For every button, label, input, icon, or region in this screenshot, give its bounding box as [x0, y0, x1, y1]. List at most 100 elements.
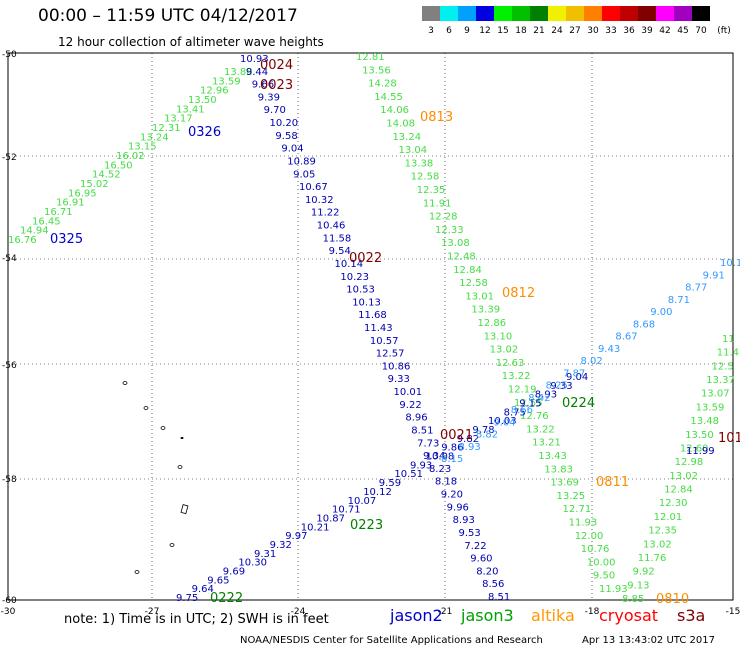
wave-height-value: 13.43 — [538, 451, 567, 462]
legend-swatch-label: 21 — [533, 26, 545, 36]
wave-height-value: 12.84 — [453, 265, 482, 276]
wave-height-value: 10.00 — [587, 557, 616, 568]
legend-swatch — [602, 6, 620, 21]
wave-height-value: 12.01 — [654, 512, 683, 523]
wave-height-value: 10.87 — [316, 513, 345, 524]
time-label: 0812 — [502, 286, 535, 301]
longitude-tick: -27 — [145, 607, 160, 617]
island — [160, 426, 166, 430]
wave-height-value: 9.05 — [293, 169, 315, 180]
wave-height-value: 9.33 — [388, 374, 410, 385]
wave-height-value: 9.15 — [519, 399, 541, 410]
wave-height-value: 10.01 — [394, 387, 423, 398]
time-label: 0326 — [188, 125, 221, 140]
wave-height-value: 13.24 — [392, 132, 421, 143]
latitude-tick: -58 — [2, 475, 17, 485]
wave-height-value: 16.50 — [104, 160, 133, 171]
legend-swatch-label: 27 — [569, 26, 581, 36]
legend-jason3: jason3 — [461, 606, 514, 625]
wave-height-value: 9.78 — [472, 425, 494, 436]
wave-height-value: 9.70 — [264, 105, 286, 116]
wave-height-value: 11.43 — [364, 323, 393, 334]
wave-height-value: 8.67 — [615, 332, 637, 343]
legend-swatch — [692, 6, 710, 21]
legend-swatch — [476, 6, 494, 21]
legend-swatch — [584, 6, 602, 21]
wave-height-value: 15.02 — [80, 179, 109, 190]
wave-height-value: 12.63 — [496, 358, 525, 369]
wave-height-value: 9.31 — [254, 549, 276, 560]
time-label: 0224 — [562, 396, 595, 411]
wave-height-value: 11.93 — [569, 518, 598, 529]
wave-height-value: 9.59 — [379, 478, 401, 489]
legend-swatch — [512, 6, 530, 21]
wave-height-value: 9.04 — [493, 417, 515, 428]
legend-swatch — [656, 6, 674, 21]
wave-height-value: 8.56 — [482, 579, 504, 590]
wave-height-value: 8.68 — [633, 319, 655, 330]
wave-height-value: 11.91 — [423, 198, 452, 209]
wave-height-value: 8.75 — [504, 407, 526, 418]
wave-height-value: 9.86 — [441, 443, 463, 454]
wave-height-value: 12.86 — [478, 318, 507, 329]
wave-height-value: 10.21 — [301, 522, 330, 533]
wave-height-value: 12.31 — [152, 123, 181, 134]
credit: NOAA/NESDIS Center for Satellite Applica… — [240, 635, 543, 646]
longitude-tick: -30 — [1, 607, 16, 617]
wave-height-value: 16.02 — [116, 151, 145, 162]
wave-height-value: 8.23 — [429, 464, 451, 475]
latitude-tick: -52 — [2, 153, 17, 163]
wave-height-value: 13.39 — [471, 305, 500, 316]
wave-height-value: 12.30 — [659, 498, 688, 509]
legend-swatch — [620, 6, 638, 21]
wave-height-value: 7.87 — [563, 368, 585, 379]
wave-height-value: 9.53 — [458, 528, 480, 539]
wave-height-value: 13.56 — [362, 65, 391, 76]
wave-height-value: 9.43 — [598, 344, 620, 355]
wave-height-value: 9.00 — [650, 307, 672, 318]
title: 00:00 – 11:59 UTC 04/12/2017 — [38, 6, 298, 26]
wave-height-value: 10.14 — [334, 259, 363, 270]
wave-height-value: 13.37 — [706, 375, 735, 386]
island — [134, 570, 140, 574]
wave-height-value: 10.71 — [332, 505, 361, 516]
wave-height-value: 12.71 — [563, 504, 592, 515]
wave-height-value: 8.93 — [535, 390, 557, 401]
wave-height-value: 12.19 — [508, 385, 537, 396]
wave-height-value: 13.38 — [405, 158, 434, 169]
wave-height-value: 9.69 — [223, 566, 245, 577]
wave-height-value: 10.08 — [426, 452, 455, 463]
wave-height-value: 10.89 — [287, 156, 316, 167]
latitude-tick: -60 — [2, 596, 17, 606]
wave-height-value: 12.35 — [648, 526, 677, 537]
wave-height-value: 9.96 — [447, 502, 469, 513]
wave-height-value: 9.64 — [192, 584, 214, 595]
wave-height-value: 13.17 — [164, 114, 193, 125]
legend-swatch-label: 39 — [641, 26, 653, 36]
wave-height-value: 13.88 — [224, 67, 253, 78]
wave-height-value: 12.58 — [411, 172, 440, 183]
time-label: 0222 — [210, 591, 243, 606]
wave-height-value: 9.33 — [550, 381, 572, 392]
time-label: 0021 — [440, 428, 473, 443]
longitude-tick: -24 — [291, 607, 306, 617]
wave-height-value: 13.10 — [484, 331, 513, 342]
wave-height-value: 9.44 — [246, 67, 268, 78]
island — [177, 465, 183, 469]
wave-height-value: 12.96 — [200, 86, 229, 97]
legend-s3a: s3a — [677, 606, 706, 625]
wave-height-value: 9.39 — [258, 92, 280, 103]
wave-height-value: 8.51 — [411, 425, 433, 436]
wave-height-value: 8.15 — [441, 454, 463, 465]
wave-height-value: 10.76 — [581, 544, 610, 555]
legend-swatch-label: 18 — [515, 26, 527, 36]
wave-height-value: 13.02 — [643, 539, 672, 550]
wave-height-value: 11.76 — [638, 553, 667, 564]
time-label: 0023 — [260, 78, 293, 93]
wave-height-value: 9.65 — [207, 575, 229, 586]
wave-height-value: 8.51 — [488, 592, 510, 603]
legend-swatch-label: 70 — [695, 26, 707, 36]
wave-height-value: 13.01 — [465, 291, 494, 302]
wave-height-value: 13.22 — [502, 371, 531, 382]
legend-swatch-label: 12 — [479, 26, 491, 36]
